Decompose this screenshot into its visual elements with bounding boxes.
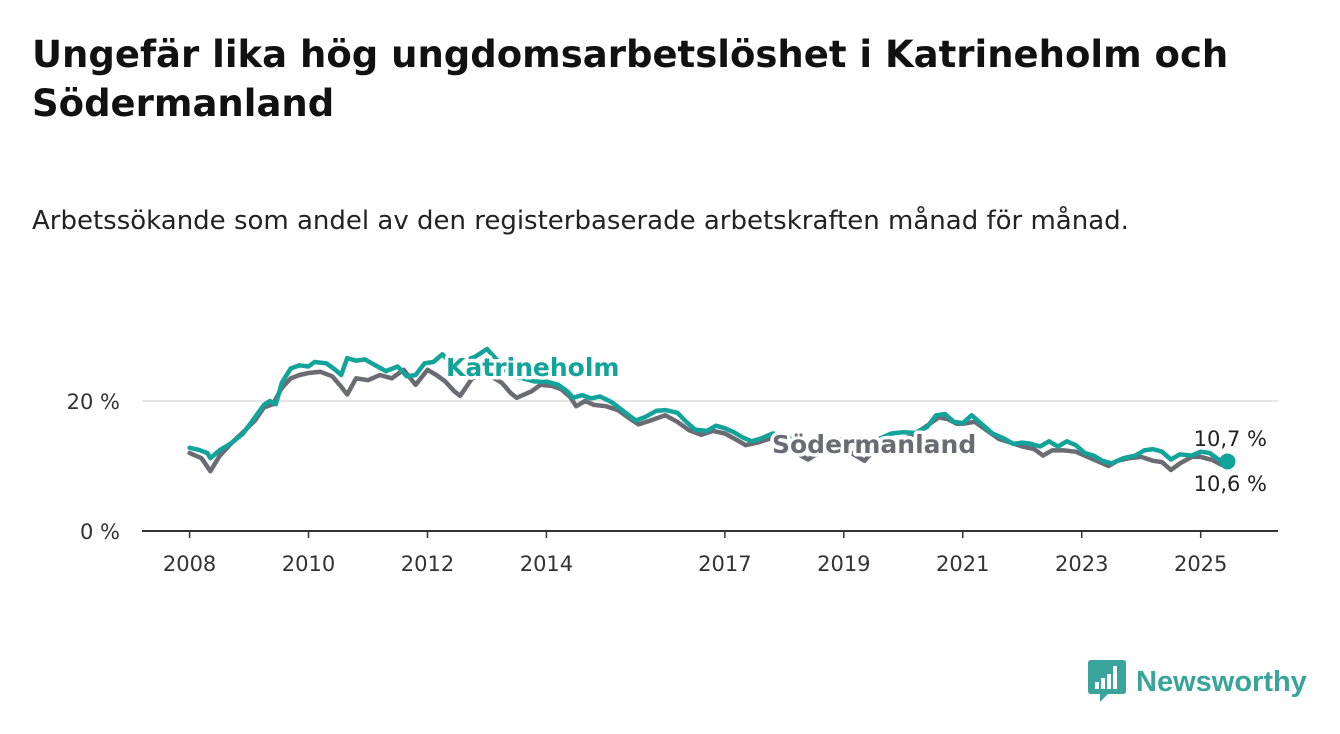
series-label-sodermanland: Södermanland [772,430,976,459]
x-tick-label: 2019 [817,552,870,576]
brand-name: Newsworthy [1136,665,1307,698]
x-tick-label: 2008 [163,552,216,576]
axes: 0 % 20 % 2008 2010 2012 2014 2017 2019 2021 2023 2… [67,390,1278,576]
newsworthy-brand: Newsworthy [1088,660,1307,704]
series-lines [187,346,1236,474]
x-tick-label: 2014 [520,552,573,576]
end-value-katrineholm: 10,7 % [1194,427,1267,451]
series-label-katrineholm: Katrineholm [446,353,619,382]
x-tick-label: 2010 [282,552,335,576]
chart-labels: Katrineholm Södermanland 10,7 % 10,6 % [443,350,1271,500]
x-tick-label: 2025 [1174,552,1227,576]
series-line-katrineholm [187,346,1230,466]
y-tick-label: 20 % [67,390,120,414]
chart-title: Ungefär lika hög ungdomsarbetslöshet i K… [32,33,1229,125]
x-tick-label: 2023 [1055,552,1108,576]
katrineholm-end-dot [1219,453,1236,470]
newsworthy-logo-icon [1088,660,1126,702]
x-tick-label: 2012 [401,552,454,576]
chart-subtitle: Arbetssökande som andel av den registerb… [32,206,1129,236]
x-tick-label: 2021 [936,552,989,576]
y-tick-label: 0 % [80,520,120,544]
x-tick-label: 2017 [698,552,751,576]
end-value-sodermanland: 10,6 % [1194,472,1267,496]
series-line-södermanland [187,367,1230,474]
